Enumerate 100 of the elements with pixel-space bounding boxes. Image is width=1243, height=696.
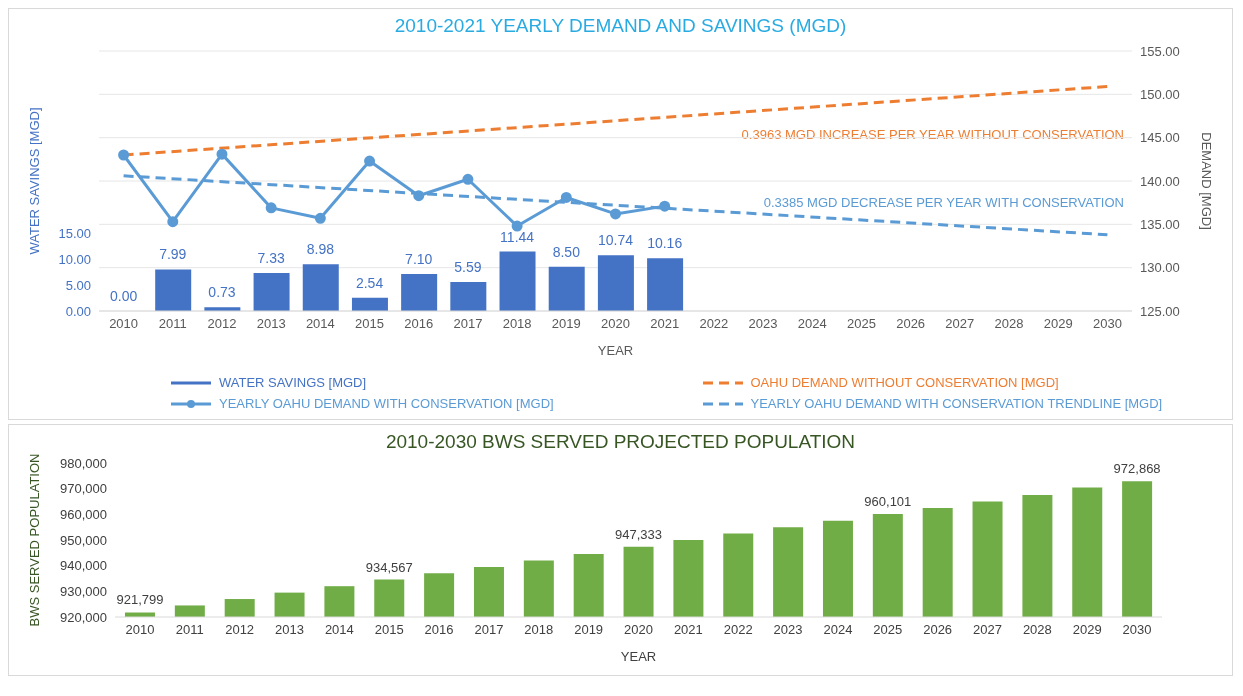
data-label: 10.74	[597, 232, 634, 249]
y2-tick-label: 150.00	[1140, 86, 1180, 102]
x-tick-label: 2018	[502, 316, 532, 332]
data-label: 10.16	[647, 235, 683, 252]
x-tick-label: 2019	[574, 622, 604, 638]
y-tick-label: 10.00	[58, 251, 91, 267]
y-tick-label: 5.00	[65, 277, 91, 293]
x-tick-label: 2017	[453, 316, 483, 332]
y-tick-label: 15.00	[58, 225, 91, 241]
x-tick-label: 2020	[624, 622, 653, 638]
x-tick-label: 2025	[873, 622, 903, 638]
y2-tick-label: 140.00	[1140, 173, 1180, 189]
point	[413, 190, 425, 202]
data-label: 947,333	[615, 526, 663, 542]
bar	[647, 258, 684, 311]
x-tick-label: 2025	[846, 316, 876, 332]
x-tick-label: 2021	[673, 622, 703, 638]
point	[265, 202, 277, 214]
x-tick-label: 2014	[324, 622, 354, 638]
x-tick-label: 2028	[1022, 622, 1052, 638]
x-tick-label: 2016	[404, 316, 434, 332]
bar	[253, 272, 290, 311]
x-tick-label: 2026	[896, 316, 926, 332]
legend-label: OAHU DEMAND WITHOUT CONSERVATION [MGD]	[750, 375, 1059, 390]
x-tick-label: 2013	[275, 622, 304, 638]
x-tick-label: 2028	[994, 316, 1024, 332]
y2-tick-label: 125.00	[1140, 303, 1180, 319]
point	[118, 149, 130, 161]
x-tick-label: 2017	[474, 622, 504, 638]
x-tick-label: 2022	[723, 622, 753, 638]
x-tick-label: 2020	[601, 316, 630, 332]
x-tick-label: 2022	[699, 316, 729, 332]
x-tick-label: 2014	[305, 316, 335, 332]
data-label: 11.44	[500, 228, 535, 245]
x-tick-label: 2027	[973, 622, 1002, 638]
x-tick-label: 2015	[374, 622, 404, 638]
x-axis-title: YEAR	[597, 343, 634, 358]
y-tick-label: 930,000	[60, 583, 107, 599]
legend-label: YEARLY OAHU DEMAND WITH CONSERVATION TRENDLINE [MGD]	[750, 396, 1163, 411]
y2-axis-title: DEMAND [MGD]	[1199, 132, 1215, 230]
bar	[155, 269, 192, 311]
annotation: 0.3963 MGD INCREASE PER YEAR WITHOUT CONSERVATION	[741, 127, 1124, 142]
bar	[597, 255, 634, 311]
x-tick-label: 2029	[1043, 316, 1073, 332]
y-tick-label: 940,000	[60, 558, 107, 574]
data-label: 960,101	[864, 494, 912, 510]
data-label: 972,868	[1113, 461, 1161, 477]
x-tick-label: 2018	[524, 622, 554, 638]
bar	[450, 281, 487, 311]
x-tick-label: 2030	[1122, 622, 1152, 638]
x-tick-label: 2023	[748, 316, 778, 332]
y-tick-label: 950,000	[60, 532, 107, 548]
annotation: 0.3385 MGD DECREASE PER YEAR WITH CONSERVATION	[763, 195, 1124, 210]
x-tick-label: 2010	[125, 622, 155, 638]
x-tick-label: 2029	[1072, 622, 1102, 638]
x-tick-label: 2027	[945, 316, 975, 332]
data-label: 0.73	[208, 284, 236, 301]
bar	[302, 264, 339, 311]
point	[314, 212, 326, 224]
bar	[401, 274, 438, 311]
data-label: 7.33	[257, 249, 285, 266]
data-label: 2.54	[355, 274, 384, 291]
data-label: 0.00	[109, 288, 138, 304]
bar	[351, 297, 388, 311]
data-label: 921,799	[116, 592, 164, 608]
x-tick-label: 2023	[773, 622, 803, 638]
y-tick-label: 0.00	[65, 303, 91, 319]
x-tick-label: 2024	[797, 316, 827, 332]
x-tick-label: 2026	[923, 622, 953, 638]
x-tick-label: 2012	[225, 622, 255, 638]
y2-tick-label: 155.00	[1140, 43, 1180, 59]
y2-tick-label: 135.00	[1140, 216, 1180, 232]
x-tick-label: 2010	[109, 316, 139, 332]
y-axis-title: BWS SERVED POPULATION	[26, 453, 42, 627]
bar	[548, 266, 585, 311]
point	[610, 208, 621, 220]
point	[216, 148, 228, 160]
x-tick-label: 2011	[175, 622, 204, 638]
chart-title: 2010-2021 YEARLY DEMAND AND SAVINGS (MGD)	[393, 15, 848, 37]
point	[462, 173, 474, 185]
x-tick-label: 2019	[551, 316, 581, 332]
point	[511, 220, 523, 232]
y-tick-label: 960,000	[60, 506, 107, 522]
x-tick-label: 2011	[158, 316, 187, 332]
x-tick-label: 2024	[823, 622, 853, 638]
x-tick-label: 2016	[424, 622, 454, 638]
legend-label: YEARLY OAHU DEMAND WITH CONSERVATION [MGD]	[219, 396, 554, 411]
point	[560, 191, 572, 203]
data-label: 934,567	[365, 559, 413, 575]
x-tick-label: 2015	[355, 316, 385, 332]
y2-tick-label: 130.00	[1140, 260, 1180, 276]
data-label: 8.98	[306, 241, 335, 258]
y-axis-title: WATER SAVINGS [MGD]	[26, 107, 42, 255]
bar	[499, 251, 536, 311]
y-tick-label: 970,000	[60, 481, 107, 497]
data-label: 7.10	[405, 251, 433, 268]
x-axis-title: YEAR	[620, 649, 657, 664]
x-tick-label: 2030	[1092, 316, 1122, 332]
x-tick-label: 2021	[650, 316, 680, 332]
point	[364, 155, 376, 167]
